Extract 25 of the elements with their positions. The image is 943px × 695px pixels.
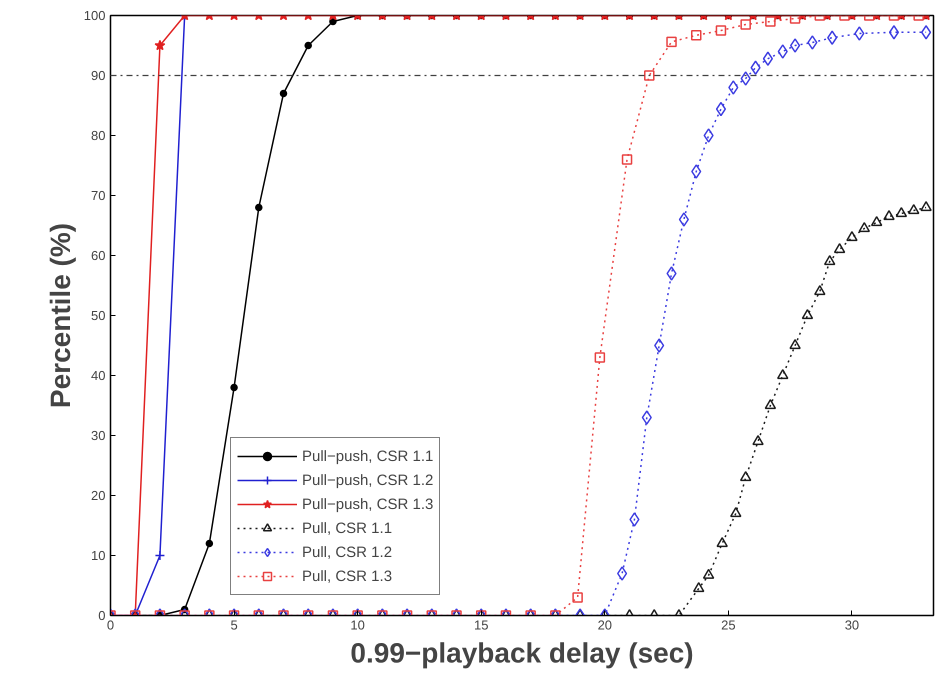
y-tick-label: 50 bbox=[91, 308, 106, 323]
x-tick-label: 25 bbox=[721, 618, 736, 632]
y-tick-label: 90 bbox=[91, 68, 106, 83]
x-tick-label: 5 bbox=[230, 618, 238, 632]
x-tick-label: 20 bbox=[598, 618, 612, 632]
legend-label: Pull, CSR 1.3 bbox=[302, 566, 392, 586]
legend-label: Pull−push, CSR 1.1 bbox=[302, 446, 434, 466]
legend-label: Pull−push, CSR 1.2 bbox=[302, 470, 434, 490]
legend-label: Pull, CSR 1.1 bbox=[302, 518, 392, 538]
legend-label: Pull−push, CSR 1.3 bbox=[302, 494, 434, 514]
y-tick-label: 100 bbox=[84, 8, 106, 23]
y-tick-label: 80 bbox=[91, 128, 106, 143]
y-tick-label: 60 bbox=[91, 248, 106, 263]
y-tick-label: 70 bbox=[91, 188, 106, 203]
y-tick-label: 20 bbox=[91, 488, 106, 503]
x-tick-label: 30 bbox=[844, 618, 860, 632]
y-tick-label: 10 bbox=[91, 548, 106, 563]
y-axis-title: Percentile (%) bbox=[44, 222, 76, 408]
y-tick-label: 30 bbox=[91, 428, 106, 443]
legend-label: Pull, CSR 1.2 bbox=[302, 542, 392, 562]
x-tick-label: 15 bbox=[474, 618, 488, 632]
y-tick-label: 40 bbox=[91, 368, 106, 383]
x-axis-title: 0.99−playback delay (sec) bbox=[350, 638, 694, 668]
y-tick-label: 0 bbox=[98, 608, 106, 623]
x-tick-label: 10 bbox=[350, 618, 365, 632]
